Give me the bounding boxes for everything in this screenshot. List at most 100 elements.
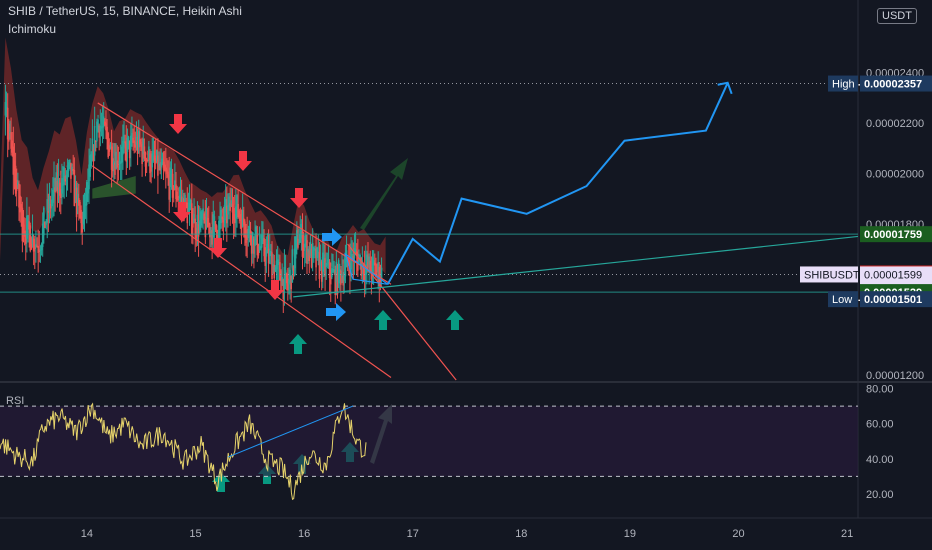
candle-body [83, 193, 86, 218]
candle-body [46, 199, 49, 223]
candle-body [9, 131, 11, 133]
candle-body [253, 238, 255, 254]
candle-body [333, 268, 335, 272]
candle-body [360, 257, 363, 276]
candle-body [240, 217, 243, 236]
candle-body [79, 201, 81, 218]
candle-body [177, 196, 180, 201]
rsi-axis[interactable]: 80.00 60.00 40.00 20.00 [866, 384, 894, 501]
candle-body [205, 208, 208, 228]
candle-body [29, 225, 32, 251]
price-tag-label: Low [832, 294, 852, 306]
candle-body [195, 227, 198, 239]
candle-body [155, 150, 158, 161]
buy-arrow-icon [374, 310, 392, 330]
candle-body [110, 146, 113, 170]
candle-body [188, 202, 191, 211]
candle-body [214, 220, 217, 230]
candle-body [198, 220, 201, 231]
candle-body [90, 154, 93, 167]
time-tick-label: 16 [298, 528, 310, 540]
candle-body [143, 146, 146, 159]
candle-body [342, 275, 344, 286]
candle-body [375, 264, 377, 278]
candle-body [135, 136, 138, 145]
candle-body [264, 247, 267, 266]
candle-body [303, 243, 306, 248]
candle-body [239, 213, 242, 222]
candle-body [10, 132, 12, 149]
candle-body [37, 246, 39, 253]
candle-body [305, 234, 307, 246]
price-tick-label: 0.00002200 [866, 118, 924, 130]
candle-body [328, 261, 331, 278]
candle-body [165, 167, 167, 172]
candle-body [282, 279, 285, 300]
currency-button[interactable]: USDT [877, 8, 917, 24]
candle-body [50, 199, 53, 207]
candle-body [87, 185, 89, 194]
candle-body [271, 252, 273, 280]
price-tag-value: 0.00001501 [864, 294, 922, 306]
candle-body [267, 248, 270, 264]
candle-body [275, 260, 278, 270]
candle-body [285, 273, 288, 284]
candle-body [262, 235, 264, 242]
candle-body [146, 159, 149, 161]
price-tick-label: 0.00001200 [866, 370, 924, 382]
candle-body [140, 141, 142, 147]
candle-body [161, 158, 164, 165]
candle-body [232, 208, 235, 221]
candle-body [249, 229, 252, 242]
candle-body [67, 162, 70, 172]
candle-body [49, 203, 52, 209]
candle-body [148, 146, 150, 161]
candle-body [144, 152, 147, 167]
candle-body [202, 208, 204, 219]
candle-body [58, 182, 61, 196]
candle-body [78, 198, 80, 206]
candle-body [273, 264, 276, 279]
candle-body [61, 178, 63, 194]
candle-body [258, 246, 261, 250]
candle-body [139, 139, 141, 145]
candle-body [152, 150, 155, 161]
candle-body [89, 155, 91, 177]
candle-body [179, 195, 182, 198]
candle-body [181, 197, 184, 200]
candle-body [362, 263, 365, 275]
candle-body [4, 102, 7, 116]
candle-body [108, 145, 111, 152]
sell-arrow-icon [169, 114, 187, 134]
candle-body [289, 269, 291, 283]
indicator-label[interactable]: Ichimoku [8, 22, 57, 36]
candle-body [75, 187, 78, 218]
symbol-title[interactable]: SHIB / TetherUS, 15, BINANCE, Heikin Ash… [8, 4, 242, 18]
candle-body [38, 249, 41, 253]
candle-body [92, 149, 95, 162]
candle-body [91, 138, 94, 161]
candle-body [245, 229, 247, 243]
rsi-buy-arrow-icon [212, 472, 230, 492]
candle-body [222, 217, 225, 223]
candle-body [259, 247, 262, 249]
candle-body [175, 184, 177, 200]
candle-body [26, 215, 28, 239]
candle-body [218, 220, 220, 238]
price-tag-label: High [832, 79, 855, 91]
candle-body [99, 125, 102, 132]
time-axis[interactable]: 14 15 16 17 18 19 20 21 [81, 528, 854, 540]
candle-body [35, 244, 37, 248]
candle-body [306, 240, 308, 264]
candle-body [281, 276, 283, 282]
candle-body [66, 165, 69, 177]
candle-body [255, 226, 257, 241]
candle-body [279, 262, 281, 281]
candle-body [114, 163, 116, 175]
candle-body [134, 141, 137, 148]
rsi-band [0, 406, 858, 477]
candle-body [242, 218, 245, 225]
candle-body [257, 244, 260, 256]
candle-body [93, 125, 96, 156]
